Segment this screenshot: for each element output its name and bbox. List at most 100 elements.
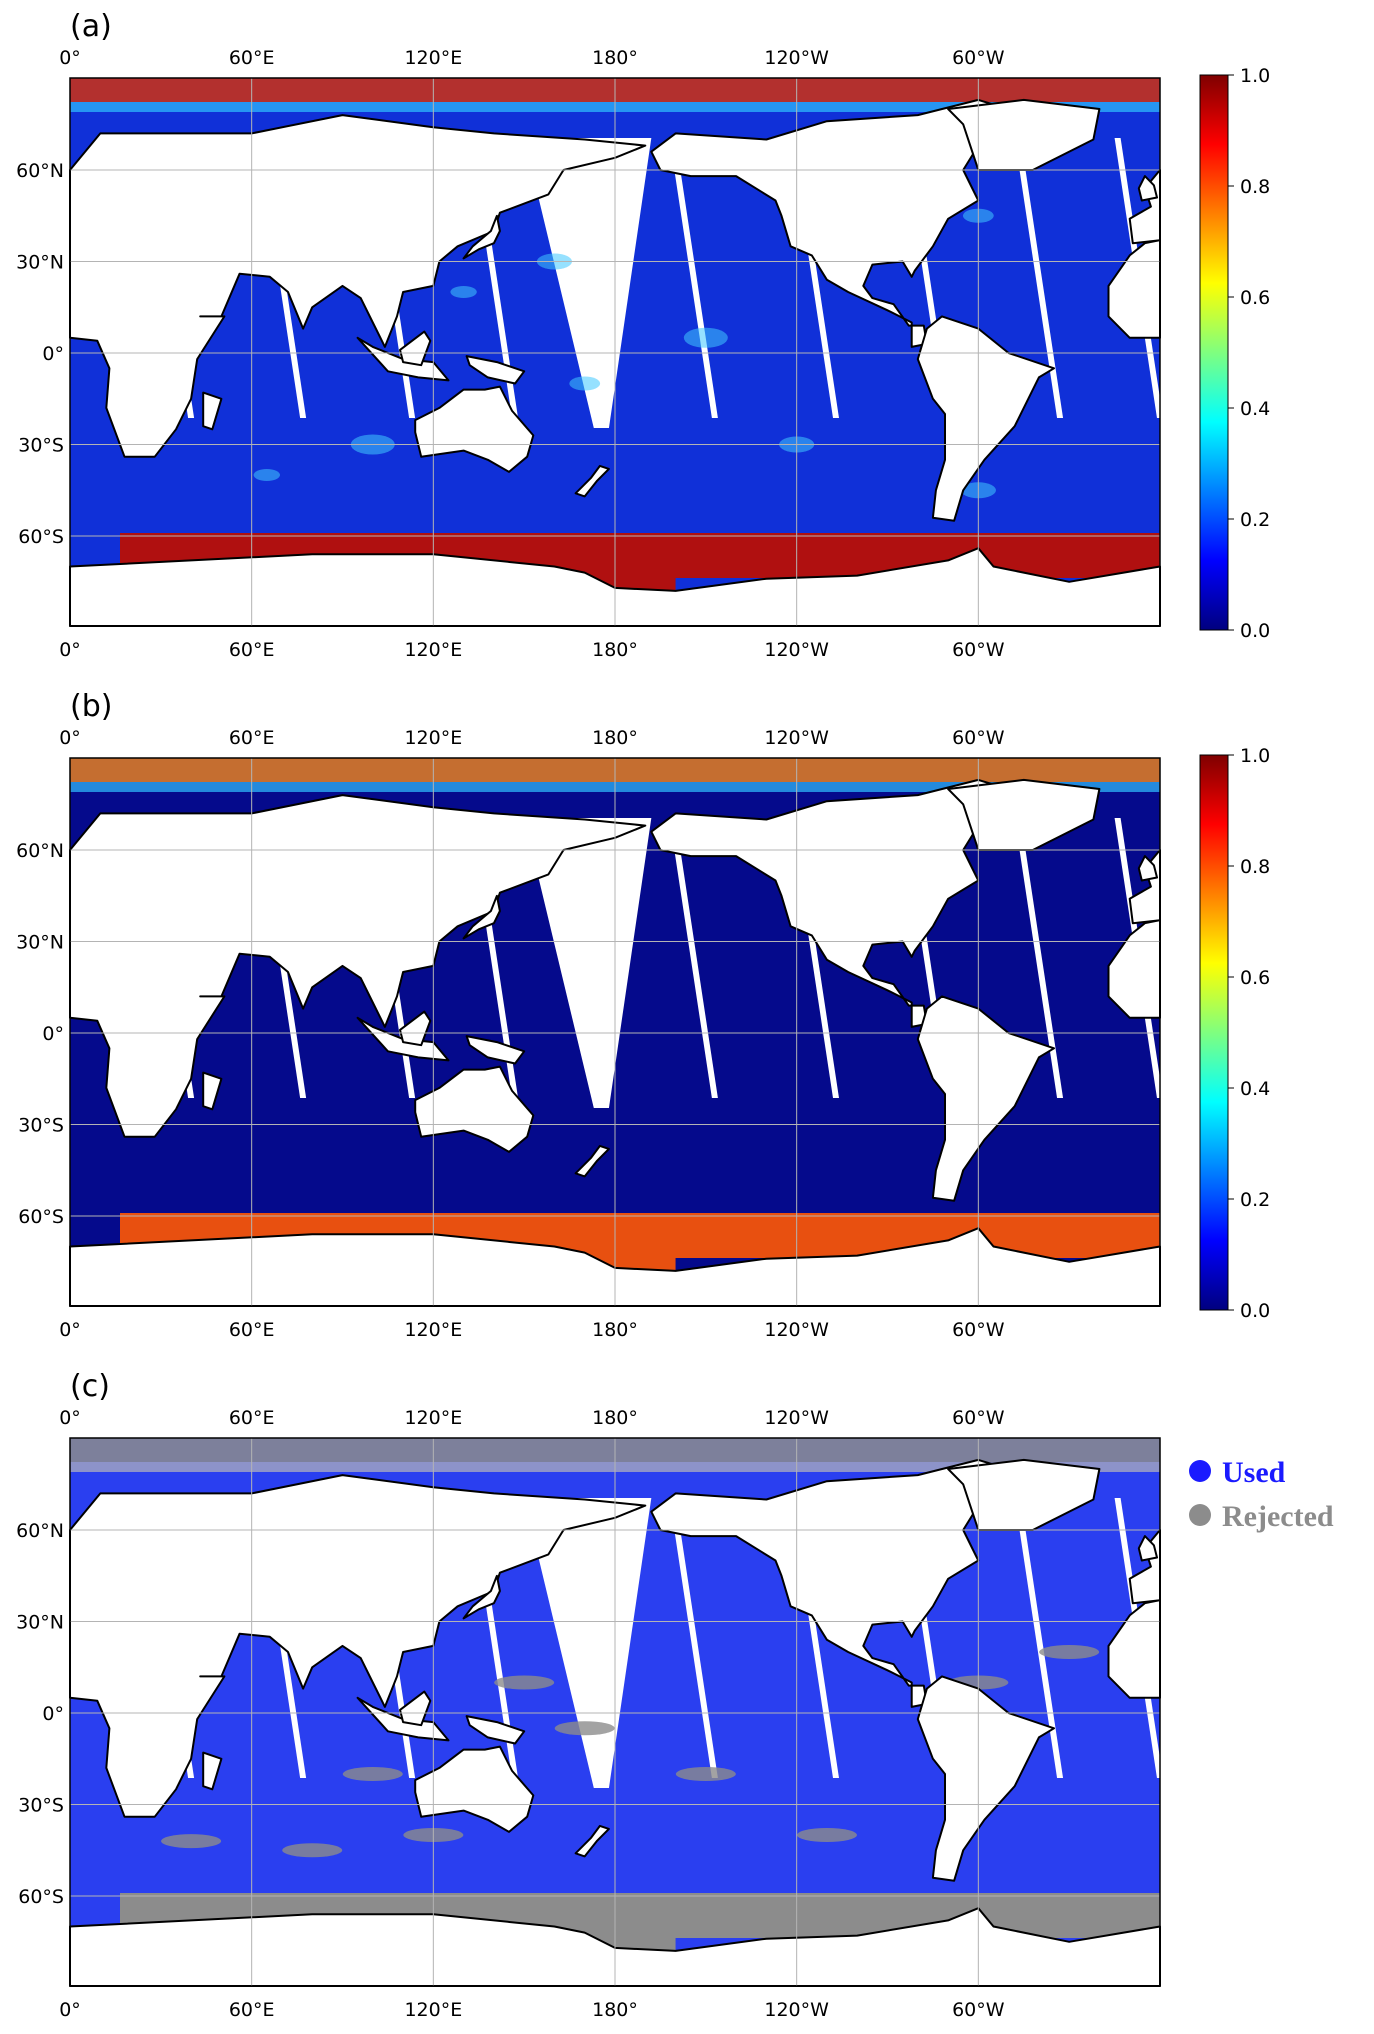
land-greenland: [947, 98, 1101, 171]
swath-gap: [669, 818, 718, 1098]
lon-tick-label: 180°: [592, 1407, 638, 1429]
lon-tick-label: 120°E: [404, 727, 462, 749]
lon-tick-label: 60°W: [952, 1319, 1005, 1341]
land-madagascar: [202, 1071, 223, 1111]
land-africa-west: [1107, 239, 1161, 339]
lon-tick-label: 60°E: [229, 1407, 275, 1429]
lat-tick-label: 30°S: [18, 1115, 64, 1137]
lon-tick-label: 0°: [59, 1999, 81, 2021]
colorbar-ticks: 1.0 0.8 0.6 0.4 0.2 0.0: [1228, 65, 1270, 642]
lat-tick-label: 0°: [42, 343, 64, 365]
swath-gap: [1014, 818, 1064, 1098]
panel-label: (b): [70, 689, 112, 724]
lat-tick-label: 30°S: [18, 1795, 64, 1817]
lon-tick-label: 120°E: [404, 1319, 462, 1341]
swath-gap: [1014, 138, 1064, 418]
lon-tick-label: 60°E: [229, 727, 275, 749]
gridlines: [70, 758, 1160, 1306]
land-greenland: [947, 1458, 1101, 1531]
continents: [69, 98, 1161, 627]
lon-tick-label: 0°: [59, 639, 81, 661]
lon-tick-label: 120°W: [764, 47, 829, 69]
land-madagascar: [202, 1751, 223, 1791]
colorbar-tick-label: 0.8: [1240, 856, 1270, 878]
colorbar-ticks: 1.0 0.8 0.6 0.4 0.2 0.0: [1228, 745, 1270, 1322]
land-eurasia-africa: [69, 794, 647, 1138]
lat-tick-label: 30°N: [16, 1612, 64, 1634]
rejected-patch: [342, 1767, 403, 1781]
lon-tick-label: 60°W: [952, 639, 1005, 661]
lat-tick-label: 60°S: [18, 526, 64, 548]
swath-gap: [669, 1498, 718, 1778]
lon-tick-label: 120°W: [764, 1999, 829, 2021]
high-value-patch: [569, 376, 601, 391]
swath-gap-pacific: [524, 818, 652, 1108]
land-uk: [1137, 855, 1158, 882]
legend-used-marker: [1189, 1460, 1211, 1482]
legend-rejected-marker: [1189, 1504, 1211, 1526]
lon-tick-label: 180°: [592, 639, 638, 661]
lon-tick-label: 120°E: [404, 1407, 462, 1429]
lon-ticks-top: 0° 60°E 120°E 180° 120°W 60°W: [59, 1407, 1005, 1429]
panel-c: (c) 0° 60°E 120°E 180° 120°W 60°W 0° 60°E 120°E…: [16, 1369, 1334, 2021]
lon-ticks-top: 0° 60°E 120°E 180° 120°W 60°W: [59, 727, 1005, 749]
colorbar-tick-label: 0.6: [1240, 287, 1270, 309]
rejected-patch: [675, 1767, 736, 1781]
colorbar-gradient: [1199, 74, 1229, 631]
legend-rejected-label: Rejected: [1222, 1500, 1334, 1533]
lon-tick-label: 0°: [59, 47, 81, 69]
land-newguinea: [465, 355, 526, 385]
map-frame: [69, 757, 1161, 1307]
land-eurasia-africa: [69, 1474, 647, 1818]
colorbar-tick-label: 1.0: [1240, 745, 1270, 767]
rejected-patch: [161, 1834, 222, 1849]
land-newguinea: [465, 1715, 526, 1745]
lon-tick-label: 120°W: [764, 639, 829, 661]
lat-tick-label: 60°S: [18, 1206, 64, 1228]
lat-tick-label: 30°S: [18, 435, 64, 457]
rejected-patch: [1039, 1645, 1100, 1659]
map-area: [69, 77, 1163, 627]
lon-tick-label: 180°: [592, 1319, 638, 1341]
lon-tick-label: 60°E: [229, 1319, 275, 1341]
swath-gap-pacific: [524, 138, 652, 428]
lat-tick-label: 30°N: [16, 252, 64, 274]
lat-tick-label: 60°N: [16, 160, 64, 182]
lat-tick-label: 0°: [42, 1703, 64, 1725]
land-greenland: [947, 778, 1101, 851]
lon-tick-label: 120°E: [404, 639, 462, 661]
lon-tick-label: 180°: [592, 1999, 638, 2021]
colorbar: 1.0 0.8 0.6 0.4 0.2 0.0: [1199, 745, 1270, 1322]
lon-tick-label: 0°: [59, 727, 81, 749]
land-eurasia-africa: [69, 114, 647, 458]
lon-tick-label: 0°: [59, 1319, 81, 1341]
colorbar-tick-label: 0.4: [1240, 398, 1270, 420]
legend-used-label: Used: [1222, 1456, 1286, 1489]
rejected-patch: [282, 1843, 343, 1858]
lat-tick-label: 60°N: [16, 840, 64, 862]
legend: Used Rejected: [1189, 1456, 1334, 1533]
land-nz: [574, 464, 610, 498]
rejected-patch: [494, 1675, 555, 1690]
colorbar-tick-label: 0.4: [1240, 1078, 1270, 1100]
colorbar-gradient: [1199, 754, 1229, 1311]
swath-gap: [669, 138, 718, 418]
swath-gap: [1014, 1498, 1064, 1778]
colorbar-tick-label: 0.6: [1240, 967, 1270, 989]
lat-tick-label: 60°N: [16, 1520, 64, 1542]
lat-tick-label: 0°: [42, 1023, 64, 1045]
land-africa-west: [1107, 919, 1161, 1019]
land-nz: [574, 1824, 610, 1858]
map-frame: [69, 77, 1161, 627]
lon-tick-label: 60°E: [229, 639, 275, 661]
land-uk: [1137, 175, 1158, 202]
colorbar-tick-label: 0.2: [1240, 1189, 1270, 1211]
swath-gap-pacific: [524, 1498, 652, 1788]
high-value-patch: [450, 286, 477, 298]
lon-ticks-bottom: 0° 60°E 120°E 180° 120°W 60°W: [59, 1999, 1005, 2021]
lon-tick-label: 180°: [592, 47, 638, 69]
gridlines: [70, 1438, 1160, 1986]
land-australia: [414, 1745, 535, 1833]
land-newguinea: [465, 1035, 526, 1065]
